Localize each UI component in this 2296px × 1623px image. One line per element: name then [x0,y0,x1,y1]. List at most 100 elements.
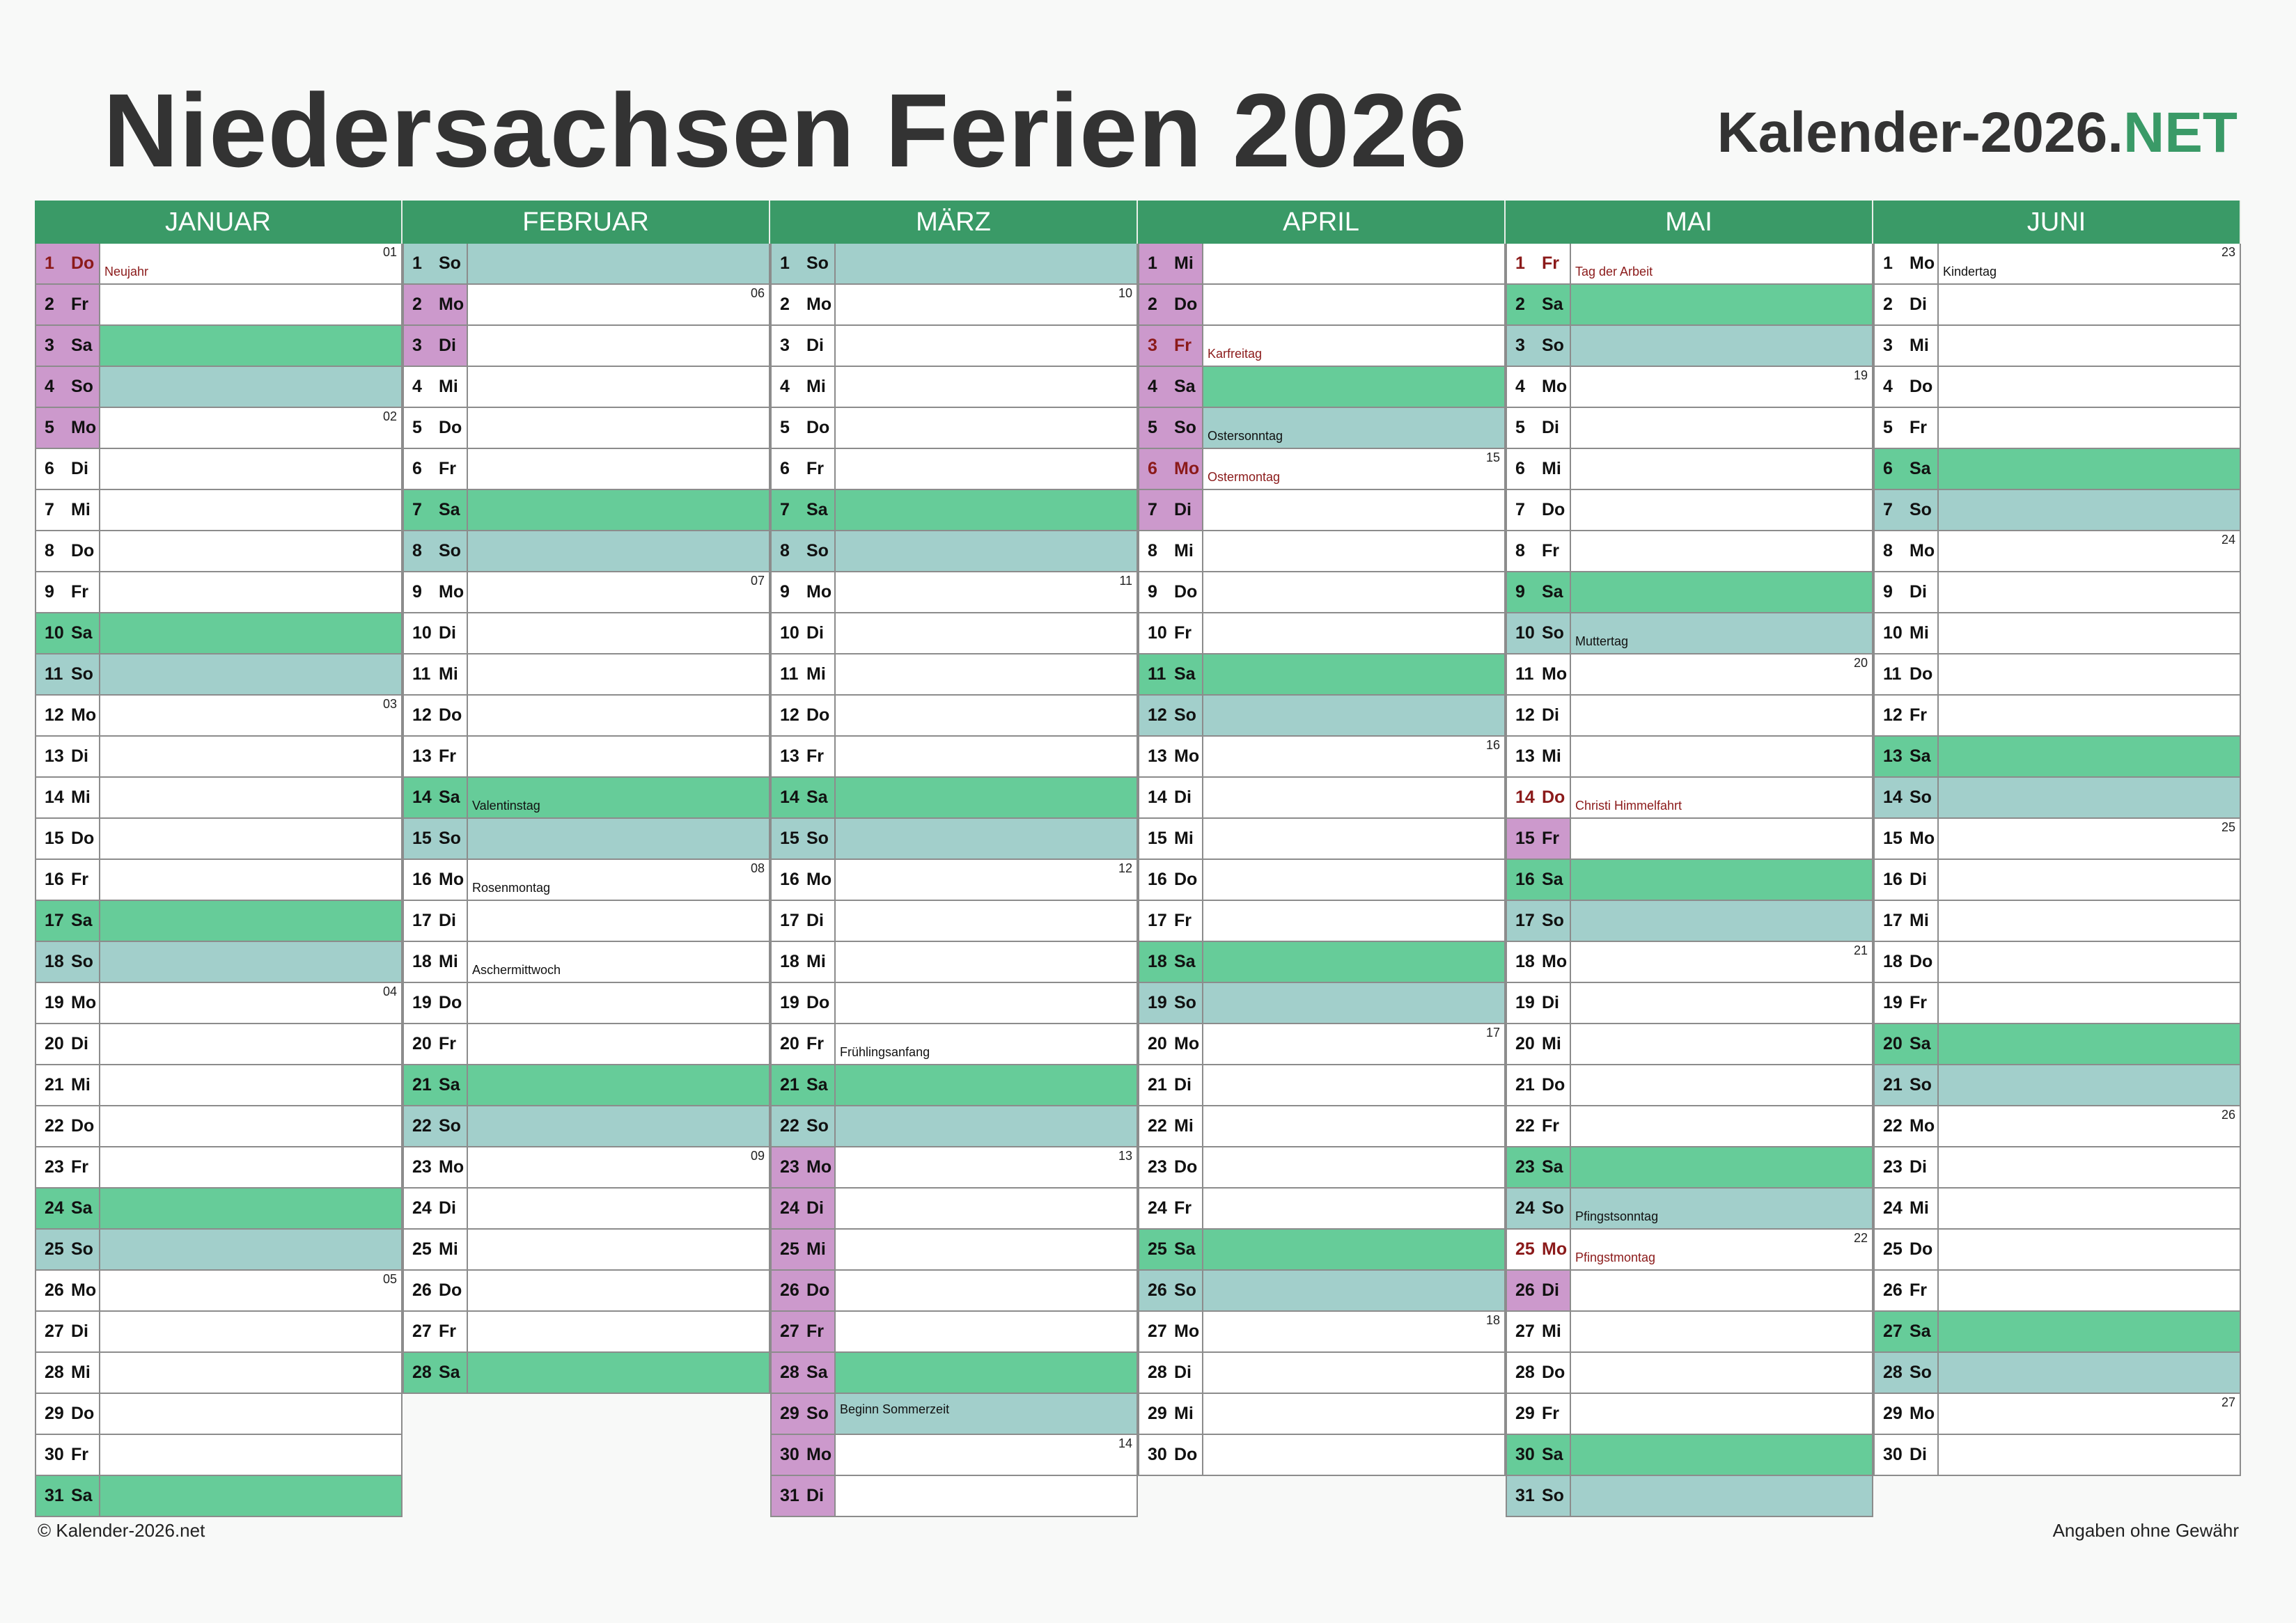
day-row: 18 Sa [1138,942,1506,983]
weekday-abbr: So [806,829,829,848]
weekday-abbr: Di [71,746,88,766]
day-number: 27 [45,1322,64,1341]
day-label-box: 5 Mo [36,408,100,448]
day-number: 21 [1148,1075,1167,1095]
day-number: 11 [1515,664,1534,684]
calendar-grid: JANUAR 1 Do Neujahr 01 2 Fr 3 Sa 4 So 5 Mo 02 6 Di 7 Mi 8 D… [35,201,2241,1517]
day-number: 12 [1148,705,1167,725]
day-row: 23 Di [1873,1147,2241,1189]
day-row: 24 So Pfingstsonntag [1506,1189,1873,1230]
day-row: 25 Mo Pfingstmontag 22 [1506,1230,1873,1271]
day-number: 26 [412,1280,432,1300]
day-number: 24 [1515,1198,1535,1218]
day-label-box: 19 So [1139,983,1203,1023]
day-number: 6 [412,459,422,478]
day-label-box: 14 So [1875,778,1939,817]
weekday-abbr: Do [1910,377,1933,396]
day-row: 25 Mi [770,1230,1138,1271]
day-row: 13 Mo 16 [1138,737,1506,778]
day-row: 14 Mi [35,778,403,819]
weekday-abbr: Mi [806,952,826,971]
weekday-abbr: So [806,253,829,273]
day-number: 11 [412,664,431,684]
day-number: 22 [1515,1116,1535,1136]
day-row: 29 Do [35,1394,403,1435]
day-number: 6 [1148,459,1157,478]
weekday-abbr: Mo [1174,1034,1200,1053]
day-row: 11 Sa [1138,654,1506,696]
day-label-box: 24 Mi [1875,1189,1939,1228]
day-row: 11 Mo 20 [1506,654,1873,696]
day-label-box: 14 Do [1507,778,1571,817]
weekday-abbr: Fr [1910,993,1927,1012]
weekday-abbr: Do [1174,1445,1198,1464]
day-label-box: 7 So [1875,490,1939,530]
day-label-box: 5 Do [404,408,468,448]
day-number: 18 [1515,952,1535,971]
day-number: 20 [780,1034,799,1053]
day-number: 10 [780,623,799,643]
weekday-abbr: Di [1910,1445,1927,1464]
day-row: 10 So Muttertag [1506,613,1873,654]
day-number: 13 [1883,746,1903,766]
day-number: 14 [780,787,799,807]
weekday-abbr: Di [439,1198,456,1218]
day-number: 1 [1883,253,1893,273]
day-number: 2 [1148,295,1157,314]
weekday-abbr: Sa [71,623,93,643]
day-label-box: 26 Fr [1875,1271,1939,1310]
day-label-box: 10 Di [404,613,468,653]
day-label-box: 7 Sa [772,490,836,530]
day-row: 18 So [35,942,403,983]
day-row: 16 Mo Rosenmontag 08 [403,860,770,901]
day-label-box: 5 So [1139,408,1203,448]
day-label-box: 15 So [772,819,836,858]
day-label-box: 5 Do [772,408,836,448]
day-row: 19 Do [403,983,770,1024]
day-label-box: 29 Fr [1507,1394,1571,1434]
weekday-abbr: Sa [1542,295,1563,314]
day-number: 20 [1148,1034,1167,1053]
weekday-abbr: Mi [1910,336,1929,355]
day-label-box: 16 Sa [1507,860,1571,900]
day-label-box: 20 Mo [1139,1024,1203,1064]
day-label-box: 8 Mo [1875,531,1939,571]
day-row: 7 Do [1506,490,1873,531]
day-label-box: 24 Di [772,1189,836,1228]
day-number: 10 [1148,623,1167,643]
day-label-box: 25 Mi [772,1230,836,1269]
weekday-abbr: Di [1910,582,1927,602]
day-row: 1 Fr Tag der Arbeit [1506,244,1873,285]
day-label-box: 28 So [1875,1353,1939,1393]
weekday-abbr: So [1174,1280,1196,1300]
day-label-box: 17 Di [772,901,836,941]
day-label-box: 27 Sa [1875,1312,1939,1351]
weekday-abbr: Mo [806,295,832,314]
day-label-box: 30 Mo [772,1435,836,1475]
weekday-abbr: So [806,1404,829,1423]
weekday-abbr: Mo [71,993,97,1012]
day-number: 20 [412,1034,432,1053]
day-number: 25 [412,1239,432,1259]
day-note: Muttertag [1575,634,1629,648]
day-label-box: 6 Sa [1875,449,1939,489]
day-note: Karfreitag [1208,347,1263,361]
weekday-abbr: Mi [1542,746,1561,766]
day-number: 28 [1148,1363,1167,1382]
day-number: 14 [412,787,432,807]
day-row: 25 Sa [1138,1230,1506,1271]
weekday-abbr: So [439,829,461,848]
day-row: 20 Di [35,1024,403,1065]
weekday-abbr: Sa [1174,664,1196,684]
day-row: 7 Sa [770,490,1138,531]
weekday-abbr: Fr [1910,705,1927,725]
weekday-abbr: Mi [439,664,458,684]
weekday-abbr: So [1542,1486,1564,1505]
day-label-box: 28 Di [1139,1353,1203,1393]
day-label-box: 27 Fr [772,1312,836,1351]
day-label-box: 10 Fr [1139,613,1203,653]
day-row: 4 Mi [403,367,770,408]
day-number: 9 [412,582,422,602]
weekday-abbr: Do [1910,952,1933,971]
day-row: 28 Sa [770,1353,1138,1394]
